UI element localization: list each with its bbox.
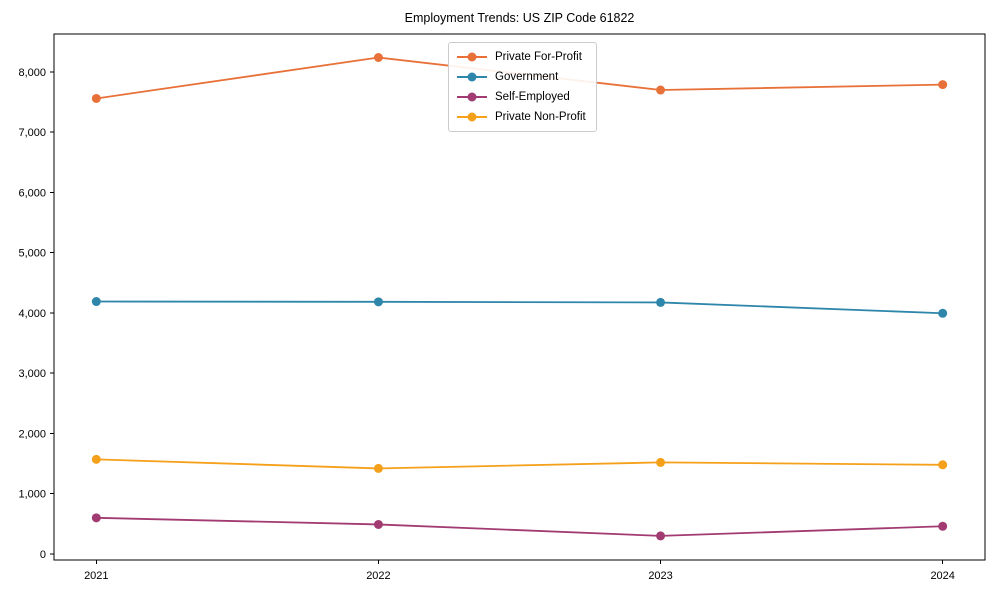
y-axis-tick-label: 2,000: [18, 428, 46, 440]
y-axis-tick-label: 5,000: [18, 248, 46, 260]
series-line-private-non-profit: [96, 458, 943, 470]
series-line-self-employed: [96, 516, 943, 537]
legend-item: Government: [457, 67, 586, 87]
x-axis-tick-label: 2023: [648, 570, 672, 582]
legend-item: Private Non-Profit: [457, 107, 586, 127]
legend-dot-swatch: [467, 92, 477, 102]
legend-marker-icon: [457, 71, 487, 83]
data-point-private-non-profit: [656, 457, 666, 467]
y-axis-tick-label: 8,000: [18, 67, 46, 79]
data-point-self-employed: [373, 519, 383, 529]
data-point-private-for-profit: [656, 85, 666, 95]
legend-label: Private Non-Profit: [495, 111, 586, 123]
legend-dot-swatch: [467, 112, 477, 122]
legend-item: Self-Employed: [457, 87, 586, 107]
data-point-private-non-profit: [91, 454, 101, 464]
legend-marker-icon: [457, 111, 487, 123]
y-axis-tick-label: 3,000: [18, 368, 46, 380]
y-axis-tick-label: 0: [40, 549, 46, 561]
legend-label: Self-Employed: [495, 91, 570, 103]
legend-label: Private For-Profit: [495, 51, 582, 63]
data-point-self-employed: [656, 531, 666, 541]
data-point-private-for-profit: [91, 93, 101, 103]
data-point-government: [373, 297, 383, 307]
y-axis-tick-label: 1,000: [18, 489, 46, 501]
x-axis-tick-label: 2021: [84, 570, 108, 582]
axes-spines: [53, 33, 986, 561]
series-line-government: [96, 300, 943, 315]
data-point-self-employed: [938, 521, 948, 531]
data-point-private-for-profit: [373, 52, 383, 62]
legend-dot-swatch: [467, 52, 477, 62]
x-axis-tick-label: 2024: [930, 570, 954, 582]
data-point-private-non-profit: [373, 463, 383, 473]
y-axis-tick-label: 7,000: [18, 127, 46, 139]
data-point-government: [91, 297, 101, 307]
data-point-self-employed: [91, 513, 101, 523]
data-point-government: [656, 297, 666, 307]
data-point-government: [938, 308, 948, 318]
data-point-private-for-profit: [938, 80, 948, 90]
legend-marker-icon: [457, 51, 487, 63]
legend-dot-swatch: [467, 72, 477, 82]
legend-marker-icon: [457, 91, 487, 103]
legend-label: Government: [495, 71, 559, 83]
y-axis-tick-label: 4,000: [18, 308, 46, 320]
data-point-private-non-profit: [938, 460, 948, 470]
legend: Private For-Profit Government Self-Employe…: [448, 42, 597, 132]
y-axis-tick-label: 6,000: [18, 187, 46, 199]
chart-title: Employment Trends: US ZIP Code 61822: [404, 11, 635, 25]
legend-item: Private For-Profit: [457, 47, 586, 67]
x-axis-tick-label: 2022: [366, 570, 390, 582]
